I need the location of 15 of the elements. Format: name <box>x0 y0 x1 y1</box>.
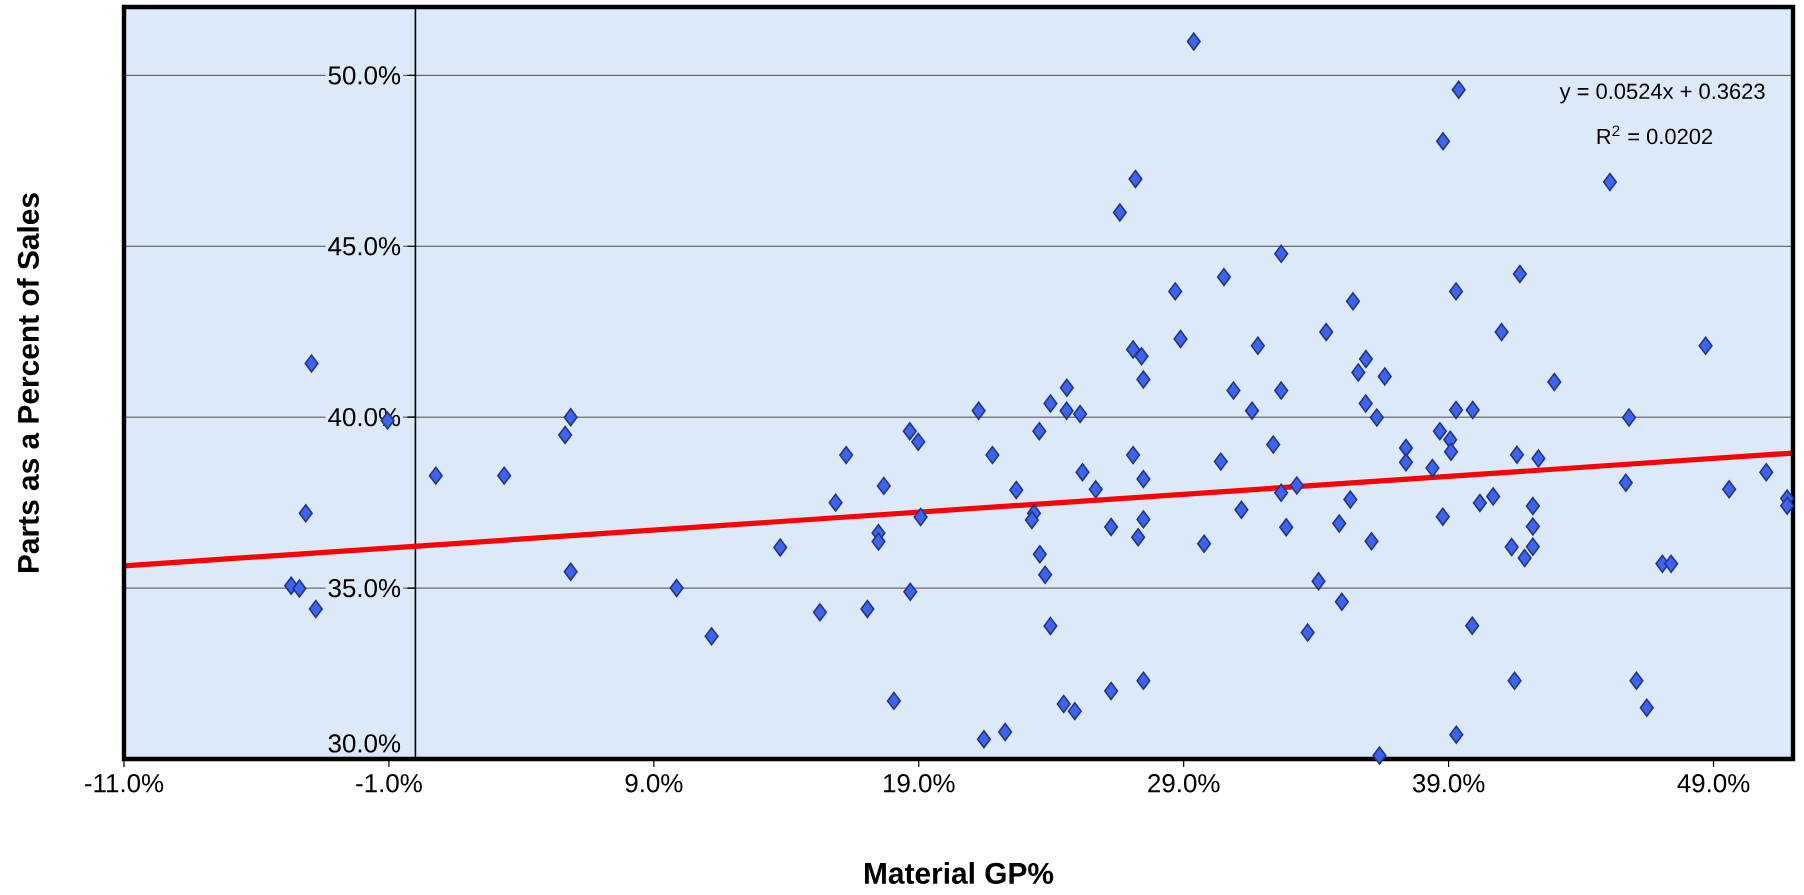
x-tick-label: 9.0% <box>625 774 683 793</box>
x-tick-label: -1.0% <box>356 774 422 793</box>
y-tick-label: 45.0% <box>328 237 401 256</box>
annotation: R$^{2}$ = 0.0202 <box>1597 125 1713 145</box>
annotation: y = 0.0524x + 0.3623 <box>1559 83 1765 104</box>
y-tick-label: 30.0% <box>328 734 401 753</box>
x-tick-label: 29.0% <box>1148 774 1220 793</box>
x-tick-label: 49.0% <box>1677 774 1750 793</box>
x-axis-title: Material GP% <box>865 862 1054 884</box>
y-tick-label: 50.0% <box>328 66 401 85</box>
x-tick-label: -11.0% <box>85 774 164 793</box>
x-tick-label: 19.0% <box>884 774 955 793</box>
x-tick-label: 39.0% <box>1412 774 1485 793</box>
y-axis-title: Parts as a Percent of Sales <box>17 193 39 573</box>
y-tick-label: 35.0% <box>328 578 401 598</box>
